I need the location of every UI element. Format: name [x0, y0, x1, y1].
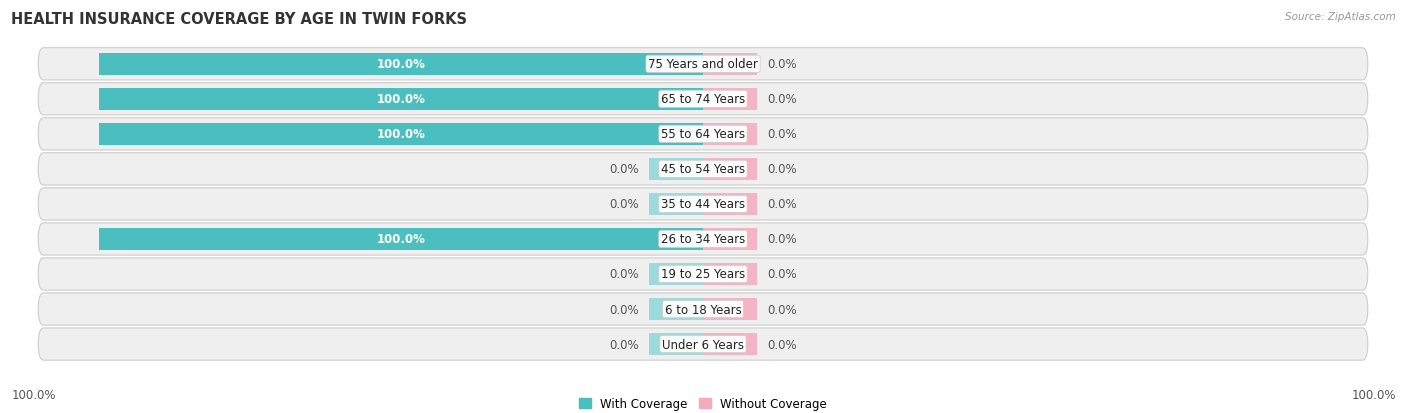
Bar — [648, 194, 703, 215]
FancyBboxPatch shape — [38, 153, 1368, 185]
Text: 75 Years and older: 75 Years and older — [648, 58, 758, 71]
Text: 0.0%: 0.0% — [768, 163, 797, 176]
Bar — [703, 54, 758, 76]
FancyBboxPatch shape — [38, 328, 1368, 360]
Legend: With Coverage, Without Coverage: With Coverage, Without Coverage — [574, 392, 832, 413]
Text: 0.0%: 0.0% — [609, 198, 638, 211]
Text: 100.0%: 100.0% — [377, 93, 425, 106]
Bar — [648, 159, 703, 180]
Text: 0.0%: 0.0% — [609, 303, 638, 316]
Text: 0.0%: 0.0% — [609, 163, 638, 176]
Bar — [648, 263, 703, 285]
Text: 100.0%: 100.0% — [11, 388, 56, 401]
Text: 0.0%: 0.0% — [768, 128, 797, 141]
Text: Source: ZipAtlas.com: Source: ZipAtlas.com — [1285, 12, 1396, 22]
FancyBboxPatch shape — [38, 49, 1368, 81]
FancyBboxPatch shape — [38, 83, 1368, 116]
Text: 0.0%: 0.0% — [768, 198, 797, 211]
FancyBboxPatch shape — [38, 188, 1368, 221]
Text: 0.0%: 0.0% — [768, 268, 797, 281]
Text: 19 to 25 Years: 19 to 25 Years — [661, 268, 745, 281]
Text: 0.0%: 0.0% — [609, 268, 638, 281]
FancyBboxPatch shape — [38, 223, 1368, 256]
Bar — [703, 228, 758, 250]
Text: 100.0%: 100.0% — [377, 58, 425, 71]
Bar — [98, 124, 703, 145]
Bar — [703, 333, 758, 355]
Text: 26 to 34 Years: 26 to 34 Years — [661, 233, 745, 246]
Text: 100.0%: 100.0% — [1351, 388, 1396, 401]
Text: 0.0%: 0.0% — [768, 58, 797, 71]
Text: 6 to 18 Years: 6 to 18 Years — [665, 303, 741, 316]
Text: 0.0%: 0.0% — [609, 338, 638, 351]
Bar — [98, 54, 703, 76]
Text: HEALTH INSURANCE COVERAGE BY AGE IN TWIN FORKS: HEALTH INSURANCE COVERAGE BY AGE IN TWIN… — [11, 12, 467, 27]
FancyBboxPatch shape — [38, 258, 1368, 290]
Bar — [703, 89, 758, 110]
Text: 45 to 54 Years: 45 to 54 Years — [661, 163, 745, 176]
Text: 0.0%: 0.0% — [768, 93, 797, 106]
Bar — [703, 159, 758, 180]
Text: 0.0%: 0.0% — [768, 233, 797, 246]
Bar — [703, 194, 758, 215]
FancyBboxPatch shape — [38, 293, 1368, 325]
Text: 35 to 44 Years: 35 to 44 Years — [661, 198, 745, 211]
Bar — [648, 333, 703, 355]
Text: 100.0%: 100.0% — [377, 128, 425, 141]
FancyBboxPatch shape — [38, 119, 1368, 151]
Text: 0.0%: 0.0% — [768, 303, 797, 316]
Text: 55 to 64 Years: 55 to 64 Years — [661, 128, 745, 141]
Bar — [703, 124, 758, 145]
Bar — [703, 263, 758, 285]
Text: Under 6 Years: Under 6 Years — [662, 338, 744, 351]
Bar — [98, 228, 703, 250]
Text: 0.0%: 0.0% — [768, 338, 797, 351]
Bar — [703, 299, 758, 320]
Text: 65 to 74 Years: 65 to 74 Years — [661, 93, 745, 106]
Bar — [98, 89, 703, 110]
Text: 100.0%: 100.0% — [377, 233, 425, 246]
Bar — [648, 299, 703, 320]
